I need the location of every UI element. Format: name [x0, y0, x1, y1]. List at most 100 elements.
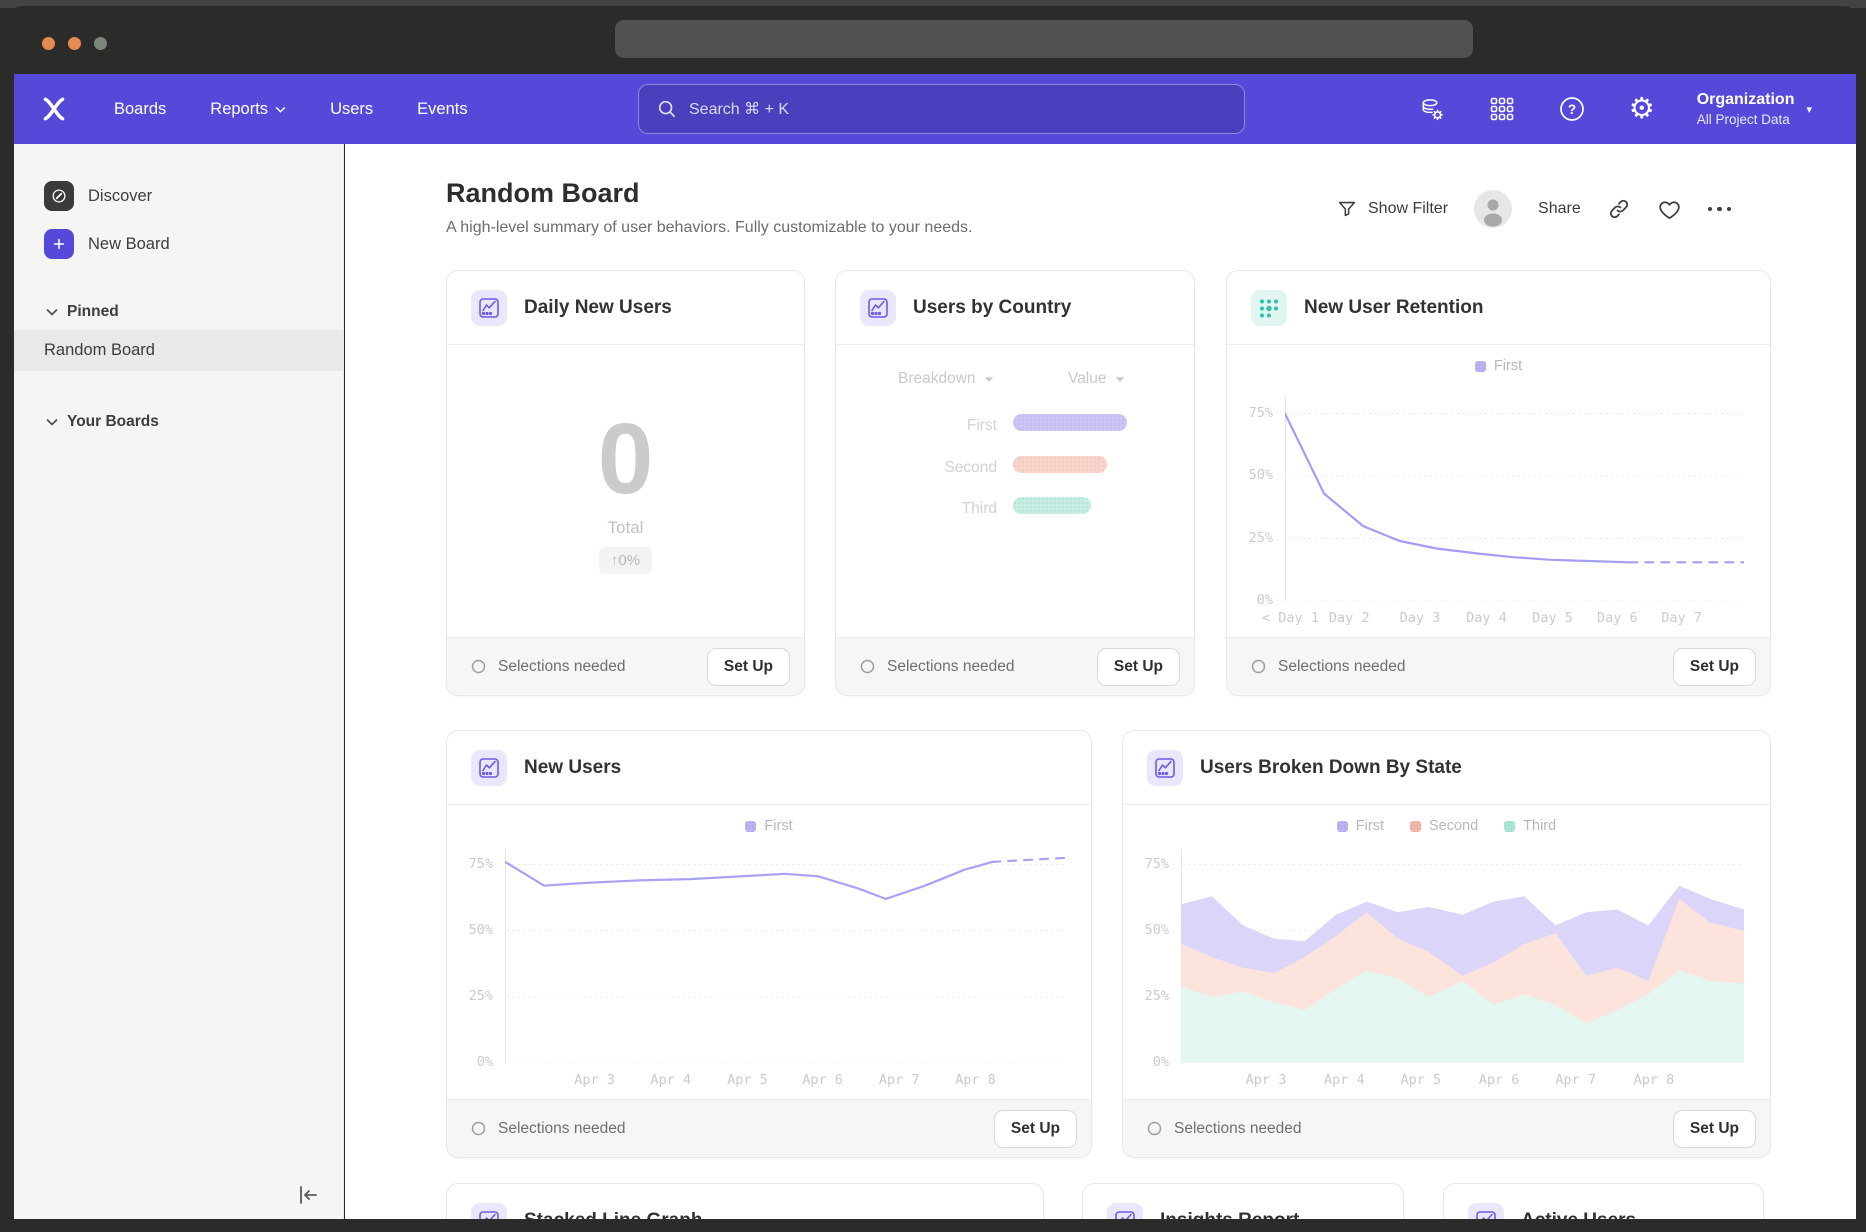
- window-zoom-button[interactable]: [94, 37, 107, 50]
- sidebar-new-board-label: New Board: [88, 234, 170, 253]
- settings-gear-icon[interactable]: ⚙: [1628, 92, 1655, 125]
- desktop-edge: [0, 0, 1866, 8]
- status-circle-icon: [860, 659, 875, 674]
- mixpanel-logo-icon[interactable]: [40, 94, 70, 124]
- sidebar-discover-label: Discover: [88, 186, 153, 205]
- chevron-down-icon: [46, 419, 58, 426]
- chevron-down-icon: [984, 376, 993, 382]
- kpi-body: 0 Total ↑0%: [447, 346, 804, 637]
- chevron-down-icon: [46, 309, 58, 316]
- window-minimize-button[interactable]: [68, 37, 81, 50]
- heart-icon: [1659, 200, 1680, 219]
- page-subtitle: A high-level summary of user behaviors. …: [446, 219, 973, 236]
- chevron-down-icon: ▾: [1806, 103, 1812, 116]
- share-button[interactable]: Share: [1538, 200, 1581, 218]
- show-filter-label: Show Filter: [1368, 200, 1449, 217]
- chart-legend: First Second Third: [1123, 806, 1770, 846]
- apps-grid-icon[interactable]: [1487, 94, 1517, 124]
- more-options-button[interactable]: [1707, 206, 1732, 212]
- status-text: Selections needed: [1278, 657, 1406, 675]
- breakdown-label: Breakdown: [898, 370, 976, 387]
- plot-area: [1181, 846, 1744, 1063]
- set-up-button[interactable]: Set Up: [1672, 647, 1756, 686]
- org-switcher[interactable]: Organization All Project Data ▾: [1697, 91, 1812, 127]
- legend-item: First: [745, 818, 793, 834]
- data-management-icon[interactable]: [1417, 94, 1447, 124]
- nav-reports[interactable]: Reports: [210, 100, 286, 119]
- status-circle-icon: [1251, 659, 1266, 674]
- share-label: Share: [1538, 200, 1581, 217]
- browser-address-bar[interactable]: [615, 20, 1473, 58]
- window-controls[interactable]: [42, 37, 107, 50]
- sidebar-section-pinned[interactable]: Pinned: [14, 300, 343, 324]
- nav-reports-label: Reports: [210, 99, 269, 118]
- status-circle-icon: [471, 659, 486, 674]
- plot-area: [505, 846, 1065, 1063]
- card-new-users: New Users First 75% 50% 25% 0% Apr 3 Apr 4 Ap…: [446, 730, 1092, 1158]
- line-chart-icon: [471, 749, 507, 786]
- avatar[interactable]: [1474, 190, 1513, 228]
- search-icon: [658, 100, 676, 118]
- copy-link-button[interactable]: [1607, 197, 1631, 221]
- set-up-button[interactable]: Set Up: [1672, 1109, 1756, 1148]
- legend-item: Third: [1504, 818, 1556, 834]
- chart-legend: First: [447, 806, 1091, 846]
- set-up-button[interactable]: Set Up: [1096, 647, 1180, 686]
- card-new-user-retention: New User Retention First 75% 50% 25% 0% < D…: [1226, 270, 1771, 696]
- x-axis-labels: Apr 3 Apr 4 Apr 5 Apr 6 Apr 7 Apr 8: [574, 1072, 996, 1088]
- value-dropdown[interactable]: Value: [1068, 370, 1125, 388]
- window-titlebar: [8, 6, 1858, 74]
- status-text: Selections needed: [498, 1119, 626, 1137]
- help-icon[interactable]: ?: [1557, 94, 1587, 124]
- line-chart-icon: [1147, 749, 1183, 786]
- y-axis-labels: 75% 50% 25% 0%: [1248, 404, 1273, 609]
- kpi-value: 0: [597, 403, 654, 515]
- sidebar-collapse-button[interactable]: [295, 1182, 321, 1213]
- sidebar-pinned-label: Pinned: [67, 303, 119, 320]
- compass-icon: [44, 181, 74, 211]
- search-input[interactable]: Search ⌘ + K: [638, 84, 1245, 134]
- nav-events-label: Events: [417, 99, 468, 118]
- sidebar-item-new-board[interactable]: New Board: [14, 228, 343, 260]
- legend-item: First: [1336, 818, 1384, 834]
- status-circle-icon: [1147, 1121, 1162, 1136]
- set-up-button[interactable]: Set Up: [993, 1109, 1077, 1148]
- retention-chart: First 75% 50% 25% 0% < Day 1 Day 2 Day 3 Day 4…: [1227, 346, 1770, 637]
- y-axis-labels: 75% 50% 25% 0%: [468, 855, 493, 1070]
- line-chart-icon: [860, 289, 896, 326]
- set-up-button[interactable]: Set Up: [706, 647, 790, 686]
- card-title: Users Broken Down By State: [1200, 756, 1462, 778]
- y-axis-labels: 75% 50% 25% 0%: [1144, 855, 1169, 1070]
- status-text: Selections needed: [498, 657, 626, 675]
- breakdown-dropdown[interactable]: Breakdown: [898, 370, 994, 388]
- page-title: Random Board: [446, 178, 640, 208]
- x-axis-labels: < Day 1 Day 2 Day 3 Day 4 Day 5 Day 6 Day 7: [1262, 610, 1702, 626]
- nav-boards[interactable]: Boards: [114, 100, 166, 119]
- nav-users[interactable]: Users: [330, 100, 373, 119]
- bar-third: [1013, 497, 1091, 514]
- sidebar-item-random-board[interactable]: Random Board: [14, 330, 343, 371]
- legend-item: Second: [1409, 818, 1478, 834]
- card-title: Users by Country: [913, 296, 1072, 318]
- value-label: Value: [1068, 370, 1107, 387]
- line-chart-icon: [471, 289, 507, 326]
- chevron-down-icon: [275, 106, 286, 113]
- bar-row-label: First: [966, 417, 997, 434]
- link-icon: [1609, 199, 1628, 219]
- sidebar-section-your-boards[interactable]: Your Boards: [14, 410, 343, 434]
- show-filter-button[interactable]: Show Filter: [1336, 198, 1448, 220]
- sidebar-item-discover[interactable]: Discover: [14, 180, 343, 212]
- country-body: Breakdown Value First Second Third: [836, 346, 1194, 637]
- nav-events[interactable]: Events: [417, 100, 467, 119]
- chart-legend: First: [1227, 346, 1770, 386]
- board-controls: Show Filter Share: [1336, 188, 1732, 230]
- org-project: All Project Data: [1696, 112, 1790, 127]
- favorite-button[interactable]: [1657, 197, 1682, 222]
- window-close-button[interactable]: [42, 37, 55, 50]
- nav-boards-label: Boards: [114, 99, 167, 118]
- sidebar-random-board-label: Random Board: [44, 341, 155, 359]
- chevron-down-icon: [1115, 376, 1124, 382]
- card-title: New Users: [524, 756, 622, 778]
